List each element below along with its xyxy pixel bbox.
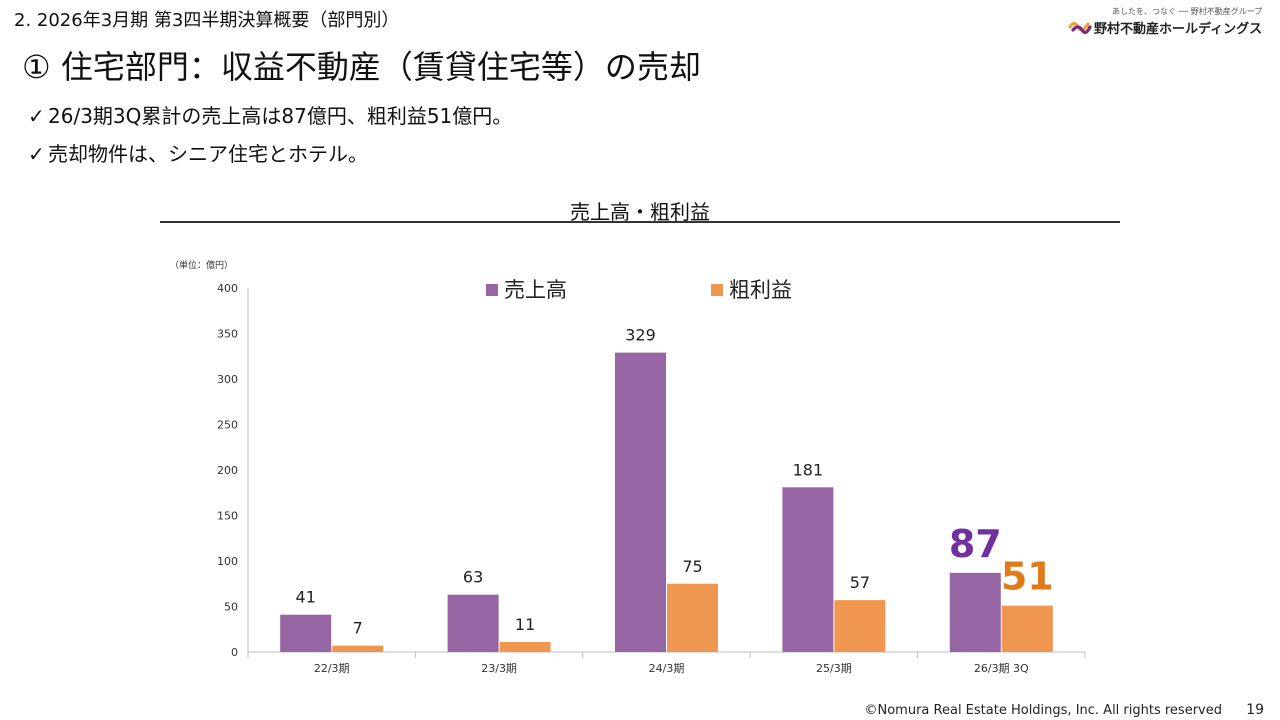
y-tick-label: 150	[217, 510, 238, 523]
bar-gross-profit	[834, 600, 886, 652]
bullet-item: ✓ 26/3期3Q累計の売上高は87億円、粗利益51億円。	[28, 100, 512, 129]
x-tick-label: 22/3期	[314, 662, 350, 675]
bar-gross-profit	[667, 583, 718, 652]
logo-tagline: あしたを、つなぐ ── 野村不動産グループ	[1112, 7, 1263, 16]
y-tick-label: 350	[217, 328, 238, 341]
page-title: ① 住宅部門：収益不動産（賃貸住宅等）の売却	[22, 48, 701, 86]
data-label-sales: 329	[625, 326, 656, 345]
section-title: 2. 2026年3月期 第3四半期決算概要（部門別）	[14, 10, 400, 31]
bullet-item: ✓ 売却物件は、シニア住宅とホテル。	[28, 138, 368, 167]
unit-label: （単位：億円）	[170, 259, 233, 271]
legend-label: 粗利益	[729, 278, 792, 302]
y-tick-label: 300	[217, 373, 238, 386]
chart-title: 売上高・粗利益	[570, 200, 710, 224]
bar-gross-profit	[499, 641, 551, 652]
bar-sales	[615, 352, 666, 652]
bullet-text: 26/3期3Q累計の売上高は87億円、粗利益51億円。	[48, 104, 513, 128]
title-divider	[160, 221, 1120, 223]
data-label-sales-highlight: 87	[949, 522, 1002, 566]
logo-swoosh-icon	[1068, 21, 1092, 34]
bar-sales	[447, 594, 499, 652]
bar-sales	[280, 614, 332, 652]
data-label-gross-profit: 75	[682, 557, 702, 576]
data-label-gross-profit: 11	[515, 615, 535, 634]
data-label-gross-profit: 7	[353, 619, 363, 638]
legend-label: 売上高	[504, 278, 567, 302]
copyright-text: ©Nomura Real Estate Holdings, Inc. All r…	[864, 703, 1223, 718]
x-tick-label: 26/3期 3Q	[974, 662, 1029, 675]
y-tick-label: 0	[231, 646, 238, 659]
bar-sales	[782, 487, 834, 652]
bar-sales	[949, 572, 1001, 652]
check-icon: ✓	[28, 142, 45, 166]
data-label-gross-profit: 57	[850, 573, 870, 592]
check-icon: ✓	[28, 104, 45, 128]
data-label-sales: 41	[296, 588, 316, 607]
bar-gross-profit	[332, 645, 384, 652]
bullet-text: 売却物件は、シニア住宅とホテル。	[48, 142, 368, 166]
legend-swatch	[711, 284, 723, 296]
data-label-sales: 63	[463, 568, 483, 587]
data-label-sales: 181	[793, 460, 824, 479]
y-tick-label: 50	[224, 601, 238, 614]
page-number: 19	[1246, 702, 1264, 718]
x-tick-label: 23/3期	[481, 662, 517, 675]
y-tick-label: 100	[217, 555, 238, 568]
x-tick-label: 24/3期	[649, 662, 685, 675]
company-logo: あしたを、つなぐ ── 野村不動産グループ 野村不動産ホールディングス	[1068, 6, 1268, 40]
bar-gross-profit	[1001, 605, 1053, 652]
legend-swatch	[486, 284, 498, 296]
x-tick-label: 25/3期	[816, 662, 852, 675]
y-tick-label: 400	[217, 282, 238, 295]
logo-name: 野村不動産ホールディングス	[1094, 22, 1263, 37]
data-label-gross-profit-highlight: 51	[1001, 555, 1054, 599]
y-tick-label: 200	[217, 464, 238, 477]
y-tick-label: 250	[217, 419, 238, 432]
